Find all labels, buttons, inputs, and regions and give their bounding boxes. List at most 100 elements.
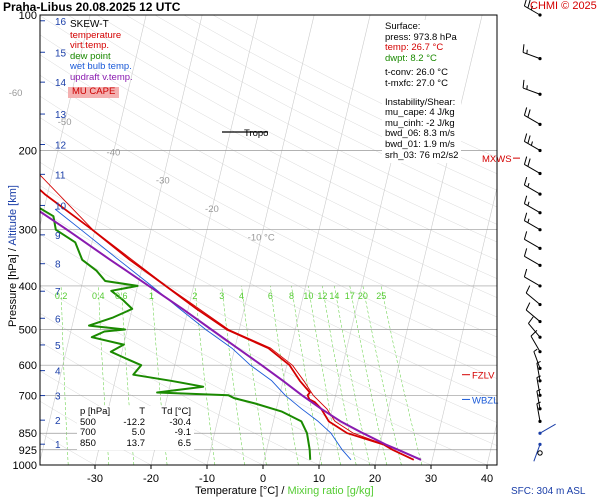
wind-barb-flag [523, 212, 528, 221]
dry-adiabat-line [40, 162, 497, 401]
x-tick-label: 20 [369, 473, 381, 485]
station-title: Praha-Libus 20.08.2025 12 UTC [3, 0, 181, 14]
wind-barb-flag [523, 107, 528, 116]
wind-barb-base [538, 335, 542, 339]
legend-item-wet-bulb: wet bulb temp. [70, 61, 132, 72]
table-cell: 5.0 [131, 427, 145, 438]
dry-adiabat-line [40, 117, 497, 358]
wind-barb-staff [536, 390, 541, 409]
table-cell: 700 [80, 427, 96, 438]
altitude-tick-label: 7 [55, 287, 61, 298]
table-row: 700 5.0 -9.1 [80, 427, 191, 439]
wind-barb [525, 285, 542, 307]
mixing-ratio-label: 1 [149, 291, 154, 301]
surface-tconv: t-conv: 26.0 °C [385, 67, 448, 79]
wind-barb-halfflag [533, 348, 538, 352]
wind-barb [523, 268, 542, 288]
altitude-tick-label: 11 [55, 170, 66, 181]
wind-barb-halfflag [536, 375, 541, 379]
wind-barb [522, 44, 542, 61]
legend-item-dew-point: dew point [70, 50, 111, 62]
altitude-tick-label: 5 [55, 341, 61, 352]
series-line-updraft-v-temp [40, 210, 422, 461]
mixing-ratio-label: 0.6 [115, 291, 128, 301]
mixing-ratio-label: 3 [219, 291, 224, 301]
altitude-tick-label: 4 [55, 367, 61, 378]
table-row: 850 13.7 6.5 [80, 438, 191, 450]
altitude-tick-label: 14 [55, 78, 67, 89]
mixing-ratio-label: 12 [317, 291, 327, 301]
wind-barb-staff [524, 164, 541, 174]
instability-title: Instability/Shear: [385, 96, 456, 108]
profile-series [40, 174, 422, 461]
wind-barb-flag [523, 177, 528, 186]
x-axis-title-mix: Mixing ratio [g/kg] [287, 485, 374, 497]
pressure-tick-label: 600 [19, 360, 37, 372]
altitude-tick-label: 2 [55, 416, 61, 427]
wind-barb-flag [523, 0, 527, 7]
wind-barb-halfflag [536, 360, 541, 364]
wind-barb-staff [539, 423, 556, 434]
sfc-label: SFC: 304 m ASL [511, 486, 586, 497]
wind-barb [530, 330, 542, 354]
wind-barb-flag [522, 44, 525, 53]
wind-barb-flag [523, 156, 528, 165]
pressure-tick-label: 300 [19, 225, 37, 237]
isotherm-line [374, 15, 483, 465]
wind-barb [523, 195, 542, 215]
wind-barb-staff [533, 444, 541, 462]
pressure-tick-label: 700 [19, 390, 37, 402]
tropopause-label: Tropo [244, 128, 268, 139]
altitude-tick-label: 3 [55, 392, 61, 403]
wind-barb [533, 348, 542, 370]
wind-barb [536, 360, 542, 383]
wind-barb-base [538, 319, 542, 324]
wind-barb-flag [530, 330, 538, 337]
x-tick-label: 0 [260, 473, 266, 485]
wind-barb [523, 212, 542, 232]
wind-barb-flag [527, 158, 531, 167]
wind-barb-staff [525, 309, 541, 322]
isotherm-line [40, 15, 147, 463]
legend-item-virt-temp: virt.temp. [70, 40, 110, 51]
wind-barb [523, 0, 542, 17]
y-axis-title-sep: / [7, 245, 19, 255]
wind-barb-staff [524, 114, 541, 125]
plot-border [39, 14, 498, 466]
table-header-p: p [hPa] [80, 406, 111, 417]
surface-info-panel: Surface: press: 973.8 hPa temp: 26.7 °C … [382, 20, 462, 164]
dry-adiabat-line [67, 15, 497, 243]
wind-barb [523, 248, 542, 267]
x-tick-label: -10 [199, 473, 215, 485]
dry-adiabat-line [40, 185, 497, 423]
wind-barb-staff [524, 203, 541, 214]
wind-barb-base [538, 192, 542, 196]
wind-barb-staff [522, 51, 541, 60]
table-cell: -30.4 [169, 416, 191, 428]
wind-barb-flag [527, 109, 531, 118]
dry-adiabats [40, 15, 497, 465]
x-tick-label: -30 [87, 473, 103, 485]
wind-barb-flag [523, 195, 528, 204]
wind-barb-staff [533, 351, 541, 369]
level-table: p [hPa] T Td [°C] 500 -12.2 -30.4 700 5.… [77, 406, 194, 450]
instab-srh-03: srh_03: 76 m2/s2 [385, 149, 459, 161]
wind-barb-base [538, 366, 542, 370]
wind-barb-base [538, 148, 542, 153]
isotherm-line [206, 15, 315, 465]
pressure-tick-label: 100 [19, 10, 37, 22]
x-axis-title-temp: Temperature [°C] [195, 485, 279, 497]
instab-mu-cinh: mu_cinh: -2 J/kg [385, 117, 455, 129]
wind-barb [523, 133, 542, 153]
wind-barb-staff [524, 184, 541, 195]
wind-barb-flag [525, 302, 531, 311]
wind-barb-halfflag [536, 388, 541, 392]
pressure-tick-label: 1000 [13, 460, 37, 472]
wind-barb-flag [522, 79, 525, 89]
y-axis-title: Pressure [hPa] / Altitude [km] [7, 181, 19, 331]
mixing-ratio-label: 8 [289, 291, 294, 301]
dry-adiabat-line [40, 15, 497, 261]
wind-barb-base [538, 302, 542, 307]
table-cell: 500 [80, 416, 96, 428]
wind-barb-staff [524, 220, 541, 231]
